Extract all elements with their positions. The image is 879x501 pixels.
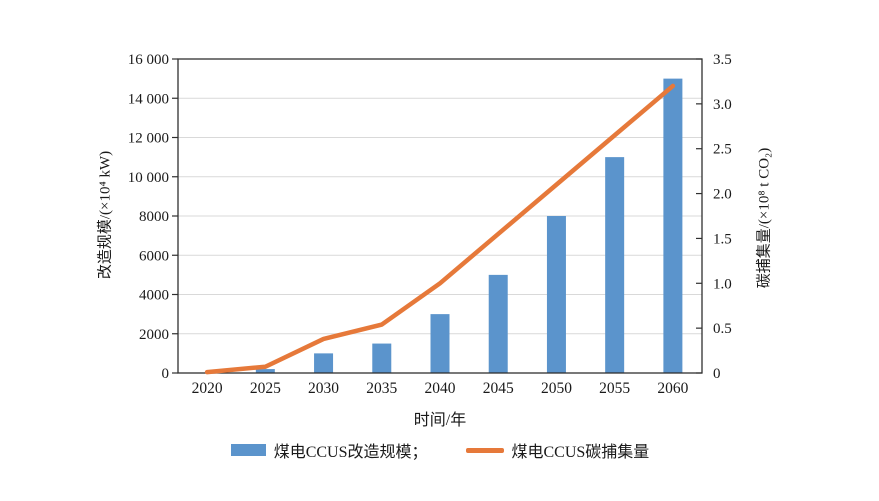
svg-text:3.0: 3.0 — [713, 97, 732, 113]
svg-text:2020: 2020 — [192, 380, 223, 397]
x-axis-title: 时间/年 — [413, 412, 467, 429]
legend-item-bar-series: 煤电CCUS改造规模； — [230, 438, 428, 462]
svg-text:2060: 2060 — [657, 380, 688, 397]
svg-text:0: 0 — [162, 366, 170, 382]
svg-text:2025: 2025 — [250, 380, 281, 397]
svg-text:0: 0 — [713, 366, 721, 382]
svg-text:10 000: 10 000 — [128, 170, 169, 186]
svg-text:3.5: 3.5 — [713, 52, 732, 68]
legend-item-line-series: 煤电CCUS碳捕集量 — [465, 438, 650, 462]
svg-text:12 000: 12 000 — [128, 131, 169, 147]
svg-text:8000: 8000 — [139, 209, 169, 225]
legend-label-line-series: 煤电CCUS碳捕集量 — [511, 444, 650, 461]
svg-text:2050: 2050 — [541, 380, 572, 397]
svg-text:2055: 2055 — [599, 380, 630, 397]
svg-text:1.5: 1.5 — [713, 231, 732, 247]
svg-text:2.5: 2.5 — [713, 142, 732, 158]
svg-text:2000: 2000 — [139, 327, 169, 343]
legend-label-bar-series: 煤电CCUS改造规模； — [273, 444, 428, 461]
bar-series-swatch — [230, 444, 266, 456]
svg-text:2035: 2035 — [366, 380, 397, 397]
svg-text:14 000: 14 000 — [128, 91, 169, 107]
svg-text:2045: 2045 — [483, 380, 514, 397]
svg-text:4000: 4000 — [139, 288, 169, 304]
svg-text:2030: 2030 — [308, 380, 339, 397]
svg-text:6000: 6000 — [139, 248, 169, 264]
line-series-swatch — [465, 447, 504, 453]
svg-text:16 000: 16 000 — [128, 52, 169, 68]
svg-text:2.0: 2.0 — [713, 187, 732, 203]
svg-text:0.5: 0.5 — [713, 321, 732, 337]
svg-text:1.0: 1.0 — [713, 276, 732, 292]
legend: 煤电CCUS改造规模； 煤电CCUS碳捕集量 — [178, 438, 702, 462]
svg-text:2040: 2040 — [425, 380, 456, 397]
